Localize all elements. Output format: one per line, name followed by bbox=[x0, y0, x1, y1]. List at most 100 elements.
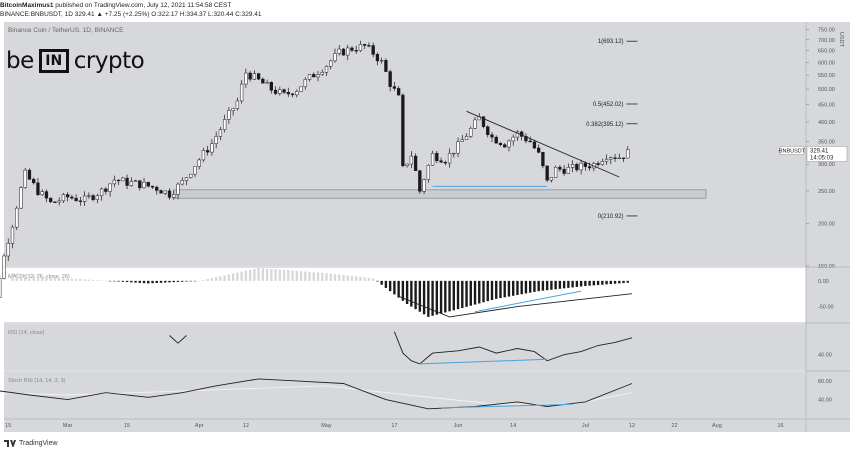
price-tick-label: 350.00 bbox=[818, 140, 835, 146]
logo-box: IN bbox=[38, 49, 69, 73]
candle-body bbox=[87, 195, 91, 197]
candle-body bbox=[566, 167, 571, 174]
candle-body bbox=[409, 155, 414, 165]
macd-histogram-bar bbox=[473, 280, 477, 305]
macd-histogram-bar bbox=[321, 272, 324, 281]
macd-histogram-bar bbox=[197, 280, 201, 282]
last-price-label: 329.41 bbox=[810, 148, 829, 154]
candle-body bbox=[273, 89, 278, 94]
candle-body bbox=[82, 195, 87, 202]
macd-pane-bg bbox=[4, 268, 806, 322]
candle-body bbox=[121, 177, 125, 182]
candle-body bbox=[261, 78, 265, 84]
macd-signal-line bbox=[398, 293, 633, 318]
rsi-line bbox=[393, 331, 633, 365]
fib-level-label: 0.5(452.02) bbox=[593, 102, 624, 108]
macd-histogram-bar bbox=[91, 279, 95, 281]
macd-histogram-bar bbox=[147, 280, 150, 284]
candle-body bbox=[290, 93, 295, 96]
macd-histogram-bar bbox=[181, 280, 184, 282]
tradingview-footer[interactable]: TradingView bbox=[4, 440, 58, 447]
macd-histogram-bar bbox=[248, 269, 252, 281]
candle-body bbox=[189, 173, 193, 178]
macd-histogram-bar bbox=[388, 280, 392, 292]
macd-histogram-bar bbox=[516, 280, 519, 295]
macd-histogram-bar bbox=[550, 280, 553, 290]
macd-histogram-bar bbox=[355, 276, 358, 281]
symbol-tag-bg bbox=[779, 146, 805, 155]
macd-histogram-bar bbox=[83, 279, 86, 281]
macd-histogram-bar bbox=[210, 278, 214, 281]
macd-histogram-bar bbox=[371, 278, 375, 281]
candle-body bbox=[388, 71, 392, 87]
candle-body bbox=[464, 136, 469, 140]
candle-body bbox=[583, 162, 587, 167]
macd-histogram-bar bbox=[108, 280, 112, 282]
candle-body bbox=[129, 181, 133, 186]
candle-body bbox=[626, 149, 630, 159]
time-tick-label: 12 bbox=[629, 423, 635, 429]
candle-body bbox=[133, 180, 138, 182]
candle-body bbox=[23, 169, 27, 188]
macd-histogram-bar bbox=[499, 280, 502, 299]
candle-body bbox=[405, 163, 409, 167]
macd-histogram-bar bbox=[125, 280, 129, 283]
candle-body bbox=[235, 100, 240, 109]
macd-histogram-bar bbox=[490, 280, 494, 300]
candle-body bbox=[218, 129, 223, 137]
candle-body bbox=[418, 170, 422, 192]
candle-body bbox=[197, 159, 201, 167]
candle-body bbox=[269, 82, 273, 91]
author-name[interactable]: BitcoinMaximus1 bbox=[0, 2, 54, 9]
candle-body bbox=[15, 207, 19, 228]
fib-level-label: 1(693.12) bbox=[598, 39, 624, 45]
candle-body bbox=[57, 200, 61, 203]
macd-histogram-bar bbox=[223, 275, 226, 281]
candle-body bbox=[558, 166, 562, 170]
macd-histogram-bar bbox=[469, 280, 472, 306]
candle-body bbox=[286, 92, 290, 95]
macd-histogram-bar bbox=[172, 280, 175, 283]
candle-body bbox=[40, 191, 44, 195]
macd-histogram-bar bbox=[562, 280, 566, 289]
candle-body bbox=[346, 47, 350, 56]
price-tick-label: 500.00 bbox=[818, 87, 835, 93]
time-tick-label: Mar bbox=[63, 423, 73, 429]
candle-body bbox=[214, 136, 218, 144]
macd-histogram-bar bbox=[304, 271, 307, 281]
price-tick-label: 700.00 bbox=[818, 38, 835, 44]
macd-histogram-bar bbox=[448, 280, 451, 312]
candle-body bbox=[176, 183, 180, 195]
candle-body bbox=[320, 71, 324, 75]
rsi-pane-bg bbox=[4, 324, 806, 370]
price-tick-label: 550.00 bbox=[818, 73, 835, 79]
candle-body bbox=[575, 164, 579, 171]
last-price-box bbox=[806, 146, 848, 162]
macd-histogram-bar bbox=[57, 277, 61, 281]
macd-histogram-bar bbox=[236, 272, 239, 281]
chart-title: Binance Coin / TetherUS, 1D, BINANCE bbox=[8, 27, 124, 34]
macd-histogram-bar bbox=[427, 280, 430, 317]
macd-histogram-bar bbox=[134, 280, 137, 283]
macd-histogram-bar bbox=[113, 280, 116, 282]
candle-body bbox=[108, 183, 112, 192]
logo-text-left: be bbox=[6, 48, 34, 74]
candle-body bbox=[91, 195, 95, 200]
macd-histogram-bar bbox=[104, 280, 108, 282]
macd-histogram-bar bbox=[528, 280, 532, 293]
candle-body bbox=[44, 191, 49, 199]
macd-histogram-bar bbox=[219, 276, 222, 281]
macd-histogram-bar bbox=[261, 268, 265, 281]
macd-histogram-bar bbox=[414, 280, 417, 310]
descending-resistance-line bbox=[466, 110, 620, 178]
rsi-divergence-line bbox=[419, 358, 548, 365]
macd-histogram-bar bbox=[176, 280, 180, 282]
macd-histogram-bar bbox=[40, 275, 44, 281]
time-tick-label: 14 bbox=[510, 423, 516, 429]
macd-histogram-bar bbox=[410, 280, 413, 307]
macd-histogram-bar bbox=[151, 280, 154, 284]
time-tick-label: Jun bbox=[454, 423, 463, 429]
price-axis-bg bbox=[806, 22, 850, 432]
macd-histogram-bar bbox=[350, 275, 354, 281]
